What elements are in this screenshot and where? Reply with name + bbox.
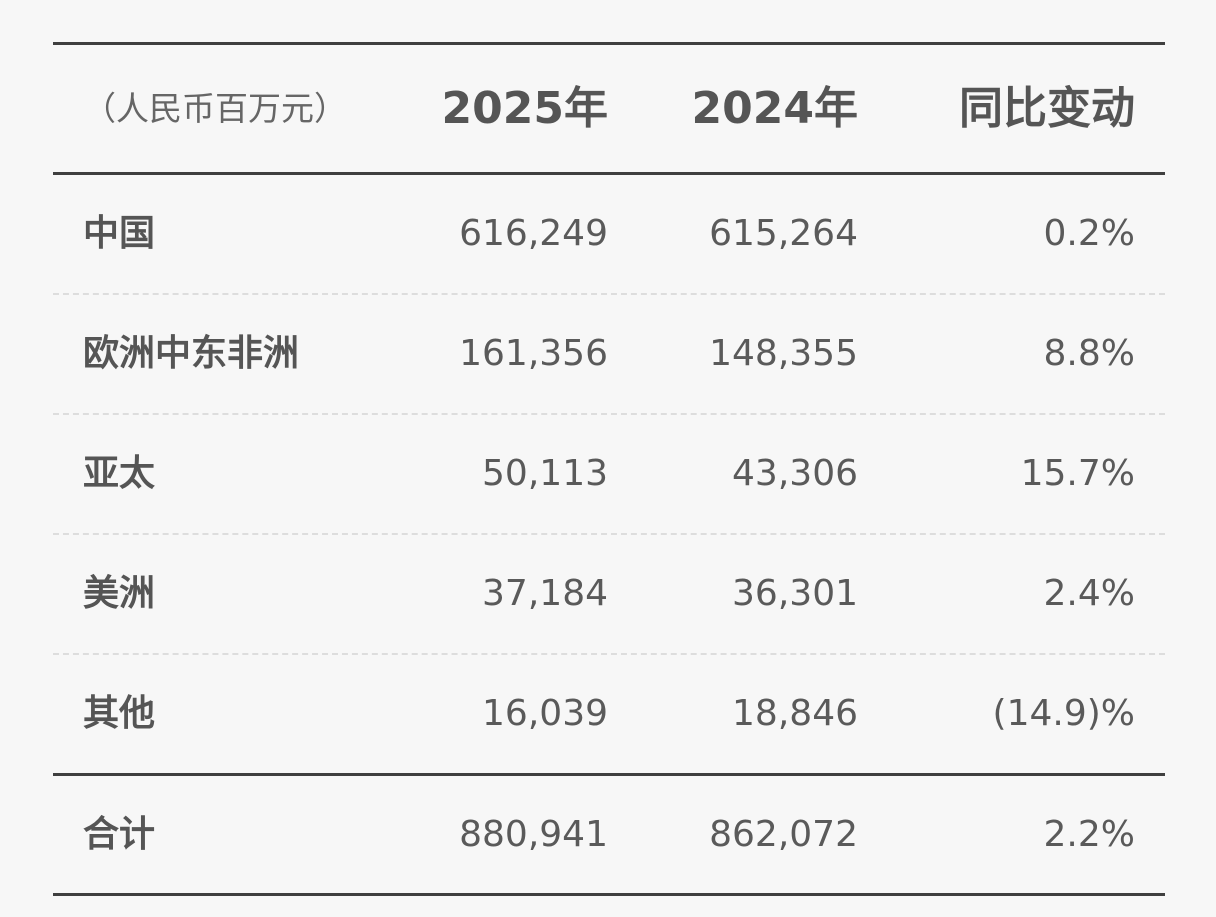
total-2024: 862,072: [709, 813, 858, 855]
value-2025: 16,039: [482, 693, 608, 734]
value-2024: 148,355: [709, 333, 858, 374]
table-row-emea: 欧洲中东非洲 161,356 148,355 8.8%: [53, 295, 1165, 413]
yoy-change: 8.8%: [1043, 333, 1135, 374]
total-label: 合计: [83, 813, 156, 855]
table-row-other: 其他 16,039 18,846 (14.9)%: [53, 655, 1165, 773]
value-2025: 50,113: [482, 453, 608, 494]
row-divider: [53, 413, 1165, 415]
row-divider: [53, 293, 1165, 295]
revenue-by-region-table: （人民币百万元） 2025年 2024年 同比变动 中国 616,249 615…: [53, 42, 1165, 896]
region-label: 中国: [83, 213, 156, 254]
row-divider: [53, 653, 1165, 655]
value-2025: 161,356: [459, 333, 608, 374]
region-label: 其他: [83, 693, 156, 734]
region-label: 美洲: [83, 573, 156, 614]
value-2024: 43,306: [732, 453, 858, 494]
value-2024: 18,846: [732, 693, 858, 734]
column-header-2025: 2025年: [441, 82, 608, 134]
yoy-change: 15.7%: [1020, 453, 1135, 494]
region-label: 欧洲中东非洲: [83, 333, 300, 374]
yoy-change: 2.4%: [1043, 573, 1135, 614]
value-2025: 37,184: [482, 573, 608, 614]
region-label: 亚太: [83, 453, 156, 494]
column-header-yoy-change: 同比变动: [959, 82, 1135, 134]
total-rule: [53, 773, 1165, 776]
top-rule: [53, 42, 1165, 45]
column-header-2024: 2024年: [691, 82, 858, 134]
unit-label: （人民币百万元）: [83, 89, 347, 128]
total-yoy-change: 2.2%: [1043, 813, 1135, 855]
table-row-china: 中国 616,249 615,264 0.2%: [53, 175, 1165, 293]
yoy-change: (14.9)%: [992, 693, 1135, 734]
total-2025: 880,941: [459, 813, 608, 855]
yoy-change: 0.2%: [1043, 213, 1135, 254]
value-2025: 616,249: [459, 213, 608, 254]
table-row-total: 合计 880,941 862,072 2.2%: [53, 776, 1165, 893]
header-rule: [53, 172, 1165, 175]
row-divider: [53, 533, 1165, 535]
table-header-row: （人民币百万元） 2025年 2024年 同比变动: [53, 45, 1165, 172]
value-2024: 36,301: [732, 573, 858, 614]
value-2024: 615,264: [709, 213, 858, 254]
table-row-apac: 亚太 50,113 43,306 15.7%: [53, 415, 1165, 533]
table-row-americas: 美洲 37,184 36,301 2.4%: [53, 535, 1165, 653]
bottom-rule: [53, 893, 1165, 896]
